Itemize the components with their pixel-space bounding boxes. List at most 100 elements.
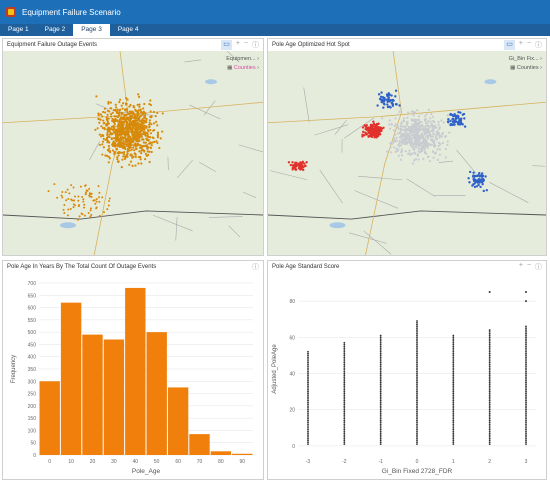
not-significant-point (405, 131, 408, 134)
scatter-point (488, 407, 491, 409)
hot-spot-point (304, 164, 307, 168)
tab-page-3[interactable]: Page 3 (73, 24, 110, 36)
map-background (3, 51, 263, 255)
tab-page-4[interactable]: Page 4 (117, 26, 139, 33)
legend-layer-counties[interactable]: Counties (516, 65, 539, 71)
scatter-point (307, 369, 309, 371)
scatter-point (525, 340, 527, 342)
cold-spot-point (461, 113, 465, 116)
tab-page-2[interactable]: Page 2 (44, 26, 66, 33)
cold-spot-point (481, 181, 484, 184)
histogram-chart[interactable]: 0501001502002503003504004505005506006507… (3, 273, 263, 479)
scatter-point (416, 367, 418, 369)
outage-point (119, 98, 122, 101)
map-legend[interactable]: Gi_Bin Fix... › ▦ Counties › (508, 56, 542, 71)
outage-point (117, 130, 121, 133)
scatter-point (525, 345, 527, 348)
outage-map[interactable]: Equipmen... › ▦ Counties › (3, 51, 263, 255)
info-icon[interactable]: ⓘ (535, 264, 542, 271)
outage-point (124, 119, 127, 122)
scatter-point (452, 379, 455, 382)
not-significant-point (396, 132, 400, 135)
zoom-out-icon[interactable]: − (526, 40, 531, 47)
scatter-point (416, 320, 418, 322)
not-significant-point (413, 151, 416, 154)
not-significant-point (432, 151, 435, 154)
outage-point (97, 185, 100, 188)
select-icon[interactable]: ▭ (221, 40, 232, 50)
scatter-point (343, 367, 346, 369)
scatter-chart[interactable]: 0 20 40 60 80 -3 -2 -1 0 1 2 3 Gi_Bin Fixed 2728_FDR… (268, 273, 546, 479)
tab-page-1[interactable]: Page 1 (8, 26, 29, 33)
scatter-point (488, 352, 491, 355)
scatter-point (525, 356, 527, 359)
scatter-point (488, 383, 491, 386)
outage-point (116, 158, 119, 161)
scatter-point (488, 291, 491, 294)
zoom-out-icon[interactable]: − (243, 40, 248, 47)
outage-point (134, 164, 137, 167)
app-header: Equipment Failure Scenario (0, 0, 550, 24)
select-icon[interactable]: ▭ (504, 40, 515, 50)
map-legend[interactable]: Equipmen... › ▦ Counties › (226, 56, 259, 71)
outage-point (98, 200, 101, 203)
scatter-point (525, 358, 527, 360)
cold-spot-point (386, 103, 389, 106)
legend-layer-equipment[interactable]: Equipmen... (226, 56, 256, 62)
scatter-point (488, 432, 491, 435)
scatter-point (488, 412, 491, 415)
zoom-out-icon[interactable]: − (526, 262, 531, 269)
scatter-point (525, 423, 527, 426)
scatter-point (452, 358, 455, 360)
not-significant-point (406, 111, 410, 114)
scatter-point (452, 426, 455, 429)
scatter-point (379, 354, 382, 357)
outage-point (143, 102, 146, 106)
info-icon[interactable]: ⓘ (252, 264, 259, 271)
not-significant-point (401, 142, 405, 145)
legend-layer-counties[interactable]: Counties (233, 65, 256, 71)
outage-point (147, 128, 150, 132)
not-significant-point (399, 158, 403, 161)
hot-spot-point (303, 162, 306, 165)
zoom-in-icon[interactable]: + (235, 40, 240, 47)
info-icon[interactable]: ⓘ (252, 42, 259, 49)
hotspot-map[interactable]: Gi_Bin Fix... › ▦ Counties › (268, 51, 546, 255)
zoom-in-icon[interactable]: + (518, 262, 523, 269)
info-icon[interactable]: ⓘ (535, 42, 542, 49)
hot-spot-point (372, 120, 375, 123)
scatter-point (379, 423, 382, 426)
not-significant-point (417, 118, 420, 121)
outage-point (142, 127, 145, 130)
scatter-point (452, 334, 455, 337)
not-significant-point (417, 136, 420, 139)
scatter-point (307, 396, 309, 398)
outage-point (109, 101, 112, 104)
legend-layer-gi-bin[interactable]: Gi_Bin Fix... (508, 56, 539, 62)
zoom-in-icon[interactable]: + (518, 40, 523, 47)
hot-spot-point (372, 131, 375, 134)
county-boundary (489, 182, 529, 203)
scatter-point (488, 387, 491, 389)
scatter-point (307, 378, 309, 380)
outage-point (119, 141, 122, 144)
scatter-point (343, 407, 346, 409)
scatter-point (488, 426, 491, 429)
hot-spot-point (372, 128, 375, 132)
cold-spot-point (394, 103, 398, 106)
scatter-point (452, 428, 455, 431)
scatter-point (379, 363, 382, 366)
scatter-point (488, 365, 491, 368)
cold-spot-point (453, 119, 456, 123)
outage-point (127, 144, 131, 147)
scatter-point (307, 414, 309, 417)
outage-point (108, 141, 111, 144)
scatter-point (488, 396, 491, 398)
outage-point (118, 145, 122, 148)
county-boundary (532, 165, 546, 167)
outage-point (105, 116, 108, 119)
scatter-point (416, 325, 418, 328)
not-significant-point (415, 138, 419, 141)
scatter-point (452, 343, 455, 346)
scatter-point (379, 340, 382, 342)
